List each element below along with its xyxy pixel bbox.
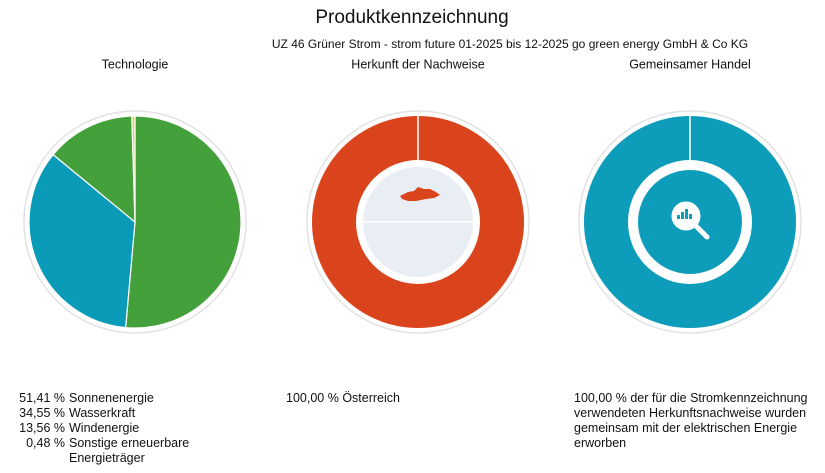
legend-label: Sonnenenergie — [69, 391, 154, 405]
map-icon — [400, 187, 440, 201]
legend-entry: 34,55 % Wasserkraft — [8, 406, 258, 421]
legend-value: 34,55 % — [19, 406, 65, 420]
outer-ring — [578, 110, 802, 334]
slice — [131, 115, 136, 223]
legend-label: der für die Stromkennzeichnung verwendet… — [574, 391, 808, 450]
slice — [52, 115, 136, 224]
chart-subtitle: Herkunft der Nachweise — [351, 57, 484, 71]
legend: 100,00 % der für die Stromkennzeichnung … — [574, 391, 824, 451]
icon-bar — [689, 214, 692, 219]
legend-value: 100,00 % — [286, 391, 339, 405]
legend-label: Sonstige erneuerbare Energieträger — [69, 436, 190, 465]
legend: 51,41 % Sonnenenergie 34,55 % Wasserkraft… — [8, 391, 258, 466]
icon-bar — [685, 209, 688, 219]
legend: 100,00 % Österreich — [286, 391, 536, 406]
slice — [124, 115, 242, 329]
legend-entry: 0,48 % Sonstige erneuerbare Energieträge… — [8, 436, 258, 466]
legend-label: Wasserkraft — [69, 406, 136, 420]
legend-value: 0,48 % — [26, 436, 65, 450]
legend-entry: 51,41 % Sonnenenergie — [8, 391, 258, 406]
chart-title: Produktkennzeichnung — [315, 7, 508, 28]
legend-value: 100,00 % — [574, 391, 627, 405]
outer-ring — [23, 110, 247, 334]
icon-bar — [681, 212, 684, 219]
legend-entry: 13,56 % Windenergie — [8, 421, 258, 436]
legend-value: 51,41 % — [19, 391, 65, 405]
legend-entry: 100,00 % Österreich — [286, 391, 536, 406]
legend-label: Österreich — [342, 391, 400, 405]
outer-ring — [306, 110, 530, 334]
search-handle — [693, 223, 710, 240]
chart-subtitle: Gemeinsamer Handel — [629, 57, 751, 71]
legend-label: Windenergie — [69, 421, 140, 435]
slice — [28, 153, 136, 329]
legend-value: 13,56 % — [19, 421, 65, 435]
chart-subtitle: Technologie — [102, 57, 169, 71]
icon-bar — [677, 215, 680, 219]
legend-entry: 100,00 % der für die Stromkennzeichnung … — [574, 391, 824, 451]
subtitle: UZ 46 Grüner Strom - strom future 01-202… — [272, 37, 748, 51]
